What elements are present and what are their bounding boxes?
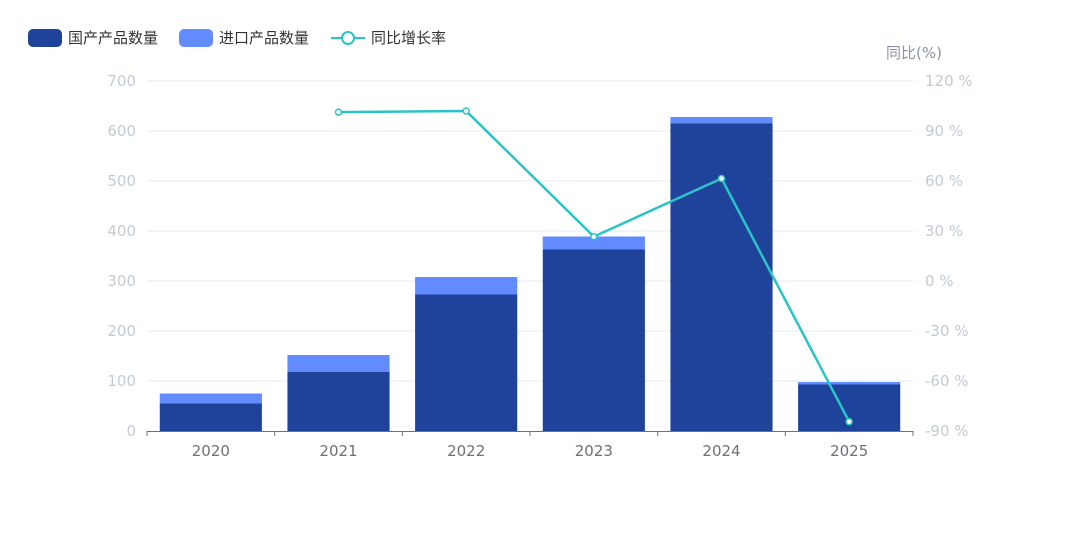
growth-point[interactable] <box>334 108 343 116</box>
right-tick-label: 90 % <box>925 122 963 140</box>
right-tick-label: -30 % <box>925 322 969 340</box>
right-tick-label: 0 % <box>925 272 954 290</box>
right-tick-label: 60 % <box>925 172 963 190</box>
grid-lines <box>147 80 913 382</box>
growth-point[interactable] <box>462 107 470 115</box>
right-tick-label: 120 % <box>925 72 973 90</box>
axis-lines <box>146 431 914 436</box>
legend-label: 国产产品数量 <box>68 29 158 47</box>
x-axis-ticks: 2020 2021 2022 2023 2024 2025 <box>192 442 869 460</box>
x-tick-label: 2021 <box>319 442 357 460</box>
growth-point[interactable] <box>717 174 726 183</box>
left-tick-label: 700 <box>107 72 136 90</box>
x-tick-label: 2020 <box>192 442 230 460</box>
x-tick-label: 2024 <box>702 442 740 460</box>
legend-swatch <box>179 29 213 47</box>
legend-label: 进口产品数量 <box>219 29 309 47</box>
x-tick-label: 2023 <box>575 442 613 460</box>
bars <box>159 117 901 432</box>
left-tick-label: 300 <box>107 272 136 290</box>
x-tick-label: 2022 <box>447 442 485 460</box>
imported-bar-2022[interactable] <box>415 277 518 295</box>
left-axis-ticks: 0 100 200 300 400 500 600 700 <box>107 72 136 440</box>
domestic-bar-2021[interactable] <box>287 372 390 431</box>
legend-item[interactable]: 进口产品数量 <box>179 29 309 47</box>
imported-bar-2021[interactable] <box>287 355 390 372</box>
legend[interactable]: 国产产品数量 进口产品数量 同比增长率 <box>28 29 446 47</box>
right-tick-label: -90 % <box>925 422 969 440</box>
left-tick-label: 0 <box>126 422 136 440</box>
x-tick-label: 2025 <box>830 442 868 460</box>
legend-swatch <box>28 29 62 47</box>
left-tick-label: 600 <box>107 122 136 140</box>
left-tick-label: 400 <box>107 222 136 240</box>
growth-line-series <box>334 107 853 426</box>
right-tick-label: -60 % <box>925 372 969 390</box>
growth-point[interactable] <box>590 232 598 241</box>
imported-bar-2020[interactable] <box>159 393 262 404</box>
domestic-bar-2024[interactable] <box>670 123 773 432</box>
legend-item[interactable]: 国产产品数量 <box>28 29 158 47</box>
imported-bar-2024[interactable] <box>670 117 773 124</box>
right-tick-label: 30 % <box>925 222 963 240</box>
growth-point[interactable] <box>845 417 853 426</box>
left-tick-label: 500 <box>107 172 136 190</box>
left-tick-label: 100 <box>107 372 136 390</box>
right-axis-ticks: -90 % -60 % -30 % 0 % 30 % 60 % 90 % 120 % <box>925 72 973 440</box>
legend-label: 同比增长率 <box>371 29 446 47</box>
legend-marker <box>341 31 355 45</box>
left-tick-label: 200 <box>107 322 136 340</box>
imported-bar-2025[interactable] <box>798 382 901 385</box>
domestic-bar-2022[interactable] <box>415 294 518 432</box>
right-axis-label: 同比(%) <box>886 44 942 62</box>
domestic-bar-2023[interactable] <box>542 249 645 432</box>
domestic-bar-2020[interactable] <box>159 403 262 432</box>
imported-bar-2023[interactable] <box>542 236 645 250</box>
legend-item[interactable]: 同比增长率 <box>331 29 446 47</box>
